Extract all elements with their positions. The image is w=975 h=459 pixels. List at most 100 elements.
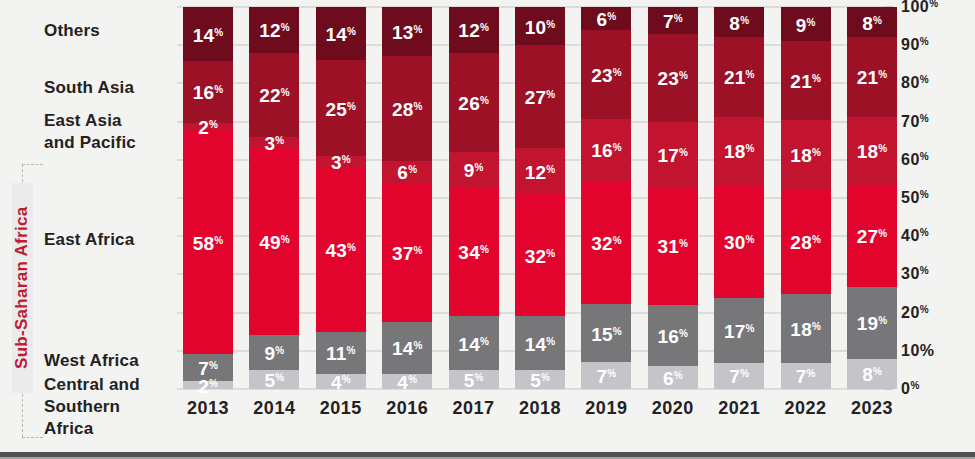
bar-segment: 5% <box>449 370 499 389</box>
percent-sign: % <box>740 368 749 379</box>
x-axis-label: 2016 <box>374 398 440 419</box>
percent-sign: % <box>275 135 284 146</box>
category-label-east-africa: East Africa <box>44 229 134 251</box>
bar-segment: 8% <box>847 359 897 389</box>
bar-segment: 18% <box>847 117 897 185</box>
segment-value-label: 15% <box>591 327 621 340</box>
y-axis-label: 10% <box>901 341 935 359</box>
percent-sign: % <box>920 303 929 314</box>
percent-sign: % <box>920 36 929 47</box>
segment-value-label: 7% <box>597 369 617 382</box>
percent-sign: % <box>613 67 622 78</box>
percent-sign: % <box>546 336 555 347</box>
segment-value-label: 58% <box>193 236 223 249</box>
segment-value-label: 23% <box>591 68 621 81</box>
bar-segment: 22% <box>249 53 299 137</box>
percent-sign: % <box>347 26 356 37</box>
segment-value-label: 19% <box>857 316 887 329</box>
segment-value-label: 14% <box>193 28 223 41</box>
percent-sign: % <box>807 368 816 379</box>
bar-2018: 10%27%12%32%14%5% <box>515 7 565 389</box>
bar-segment: 27% <box>847 185 897 287</box>
y-axis-label: 100% <box>901 0 939 16</box>
bar-segment: 37% <box>382 183 432 322</box>
percent-sign: % <box>546 248 555 259</box>
segment-value-label: 17% <box>724 324 754 337</box>
bar-2019: 6%23%16%32%15%7% <box>581 7 631 389</box>
percent-sign: % <box>679 70 688 81</box>
percent-sign: % <box>812 234 821 245</box>
segment-value-label: 28% <box>392 102 422 115</box>
segment-value-label: 7% <box>198 361 218 374</box>
percent-sign: % <box>746 69 755 80</box>
segment-value-label: 43% <box>326 243 356 256</box>
percent-sign: % <box>414 101 423 112</box>
segment-value-label: 8% <box>862 367 882 380</box>
segment-value-label: 31% <box>658 239 688 252</box>
percent-sign: % <box>910 380 919 391</box>
segment-value-label: 4% <box>331 375 351 388</box>
bar-segment: 18% <box>781 120 831 188</box>
percent-sign: % <box>920 150 929 161</box>
bar-2015: 14%25%3%43%11%4% <box>316 7 366 389</box>
bar-segment: 32% <box>581 181 631 304</box>
x-axis-label: 2013 <box>175 398 241 419</box>
percent-sign: % <box>214 84 223 95</box>
percent-sign: % <box>746 143 755 154</box>
percent-sign: % <box>878 315 887 326</box>
percent-sign: % <box>679 147 688 158</box>
segment-value-label: 7% <box>663 14 683 27</box>
x-axis-label: 2014 <box>241 398 307 419</box>
segment-value-label: 9% <box>265 346 285 359</box>
bar-segment: 58% <box>183 130 233 354</box>
segment-value-label: 18% <box>790 148 820 161</box>
segment-value-label: 12% <box>458 23 488 36</box>
x-axis-label: 2023 <box>839 398 905 419</box>
bar-segment: 14% <box>515 316 565 369</box>
segment-value-label: 18% <box>790 322 820 335</box>
segment-value-label: 9% <box>796 18 816 31</box>
segment-value-label: 6% <box>597 12 617 25</box>
bar-segment: 2% <box>183 381 233 389</box>
percent-sign: % <box>929 0 938 9</box>
percent-sign: % <box>674 13 683 24</box>
x-axis-label: 2015 <box>308 398 374 419</box>
percent-sign: % <box>480 95 489 106</box>
y-axis-label: 60% <box>901 150 929 168</box>
category-label-line: West Africa <box>44 350 139 372</box>
percent-sign: % <box>541 372 550 383</box>
segment-value-label: 3% <box>265 136 285 149</box>
bar-segment: 14% <box>183 7 233 61</box>
segment-value-label: 17% <box>658 148 688 161</box>
segment-value-label: 13% <box>392 25 422 38</box>
bar-segment: 17% <box>714 298 764 362</box>
bar-segment: 17% <box>648 122 698 187</box>
bar-segment: 4% <box>316 374 366 389</box>
percent-sign: % <box>613 142 622 153</box>
bar-segment: 15% <box>581 304 631 362</box>
percent-sign: % <box>746 234 755 245</box>
segment-value-label: 2% <box>198 120 218 133</box>
segment-value-label: 5% <box>530 373 550 386</box>
bar-segment: 16% <box>183 61 233 123</box>
bar-segment: 32% <box>515 194 565 316</box>
bar-2016: 13%28%6%37%14%4% <box>382 7 432 389</box>
bar-segment: 43% <box>316 167 366 331</box>
percent-sign: % <box>878 228 887 239</box>
percent-sign: % <box>920 112 929 123</box>
percent-sign: % <box>613 235 622 246</box>
percent-sign: % <box>408 374 417 385</box>
bar-segment: 28% <box>382 56 432 161</box>
segment-value-label: 32% <box>591 236 621 249</box>
y-axis-label: 70% <box>901 112 929 130</box>
percent-sign: % <box>209 378 218 389</box>
bar-segment: 21% <box>714 37 764 116</box>
bar-segment: 31% <box>648 187 698 305</box>
segment-value-label: 12% <box>525 165 555 178</box>
percent-sign: % <box>746 323 755 334</box>
percent-sign: % <box>408 164 417 175</box>
category-label-line: East Asia <box>44 110 136 132</box>
percent-sign: % <box>740 15 749 26</box>
segment-value-label: 8% <box>729 16 749 29</box>
percent-sign: % <box>920 74 929 85</box>
